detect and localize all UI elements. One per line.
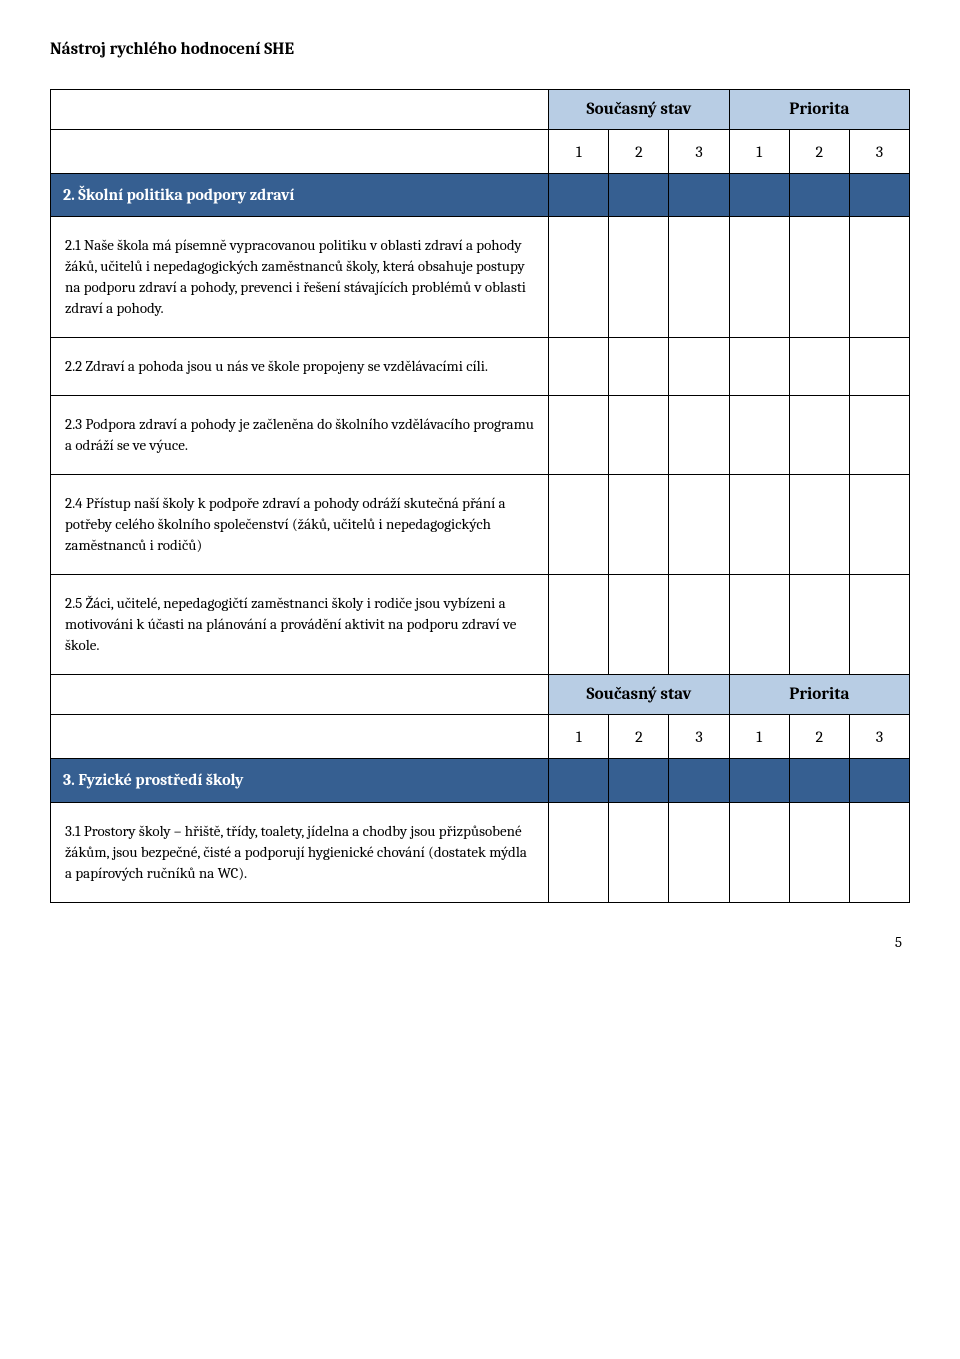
rating-cell[interactable] xyxy=(789,396,849,475)
rating-cell[interactable] xyxy=(729,802,789,902)
section-cell xyxy=(609,759,669,802)
rating-cell[interactable] xyxy=(609,338,669,396)
rating-cell[interactable] xyxy=(609,217,669,338)
rating-cell[interactable] xyxy=(549,475,609,575)
rating-cell[interactable] xyxy=(609,475,669,575)
item-text: 2.3 Podpora zdraví a pohody je začleněna… xyxy=(51,396,549,475)
col-num: 2 xyxy=(789,715,849,759)
rating-cell[interactable] xyxy=(729,575,789,675)
rating-cell[interactable] xyxy=(729,338,789,396)
rating-cell[interactable] xyxy=(789,575,849,675)
rating-cell[interactable] xyxy=(669,802,729,902)
rating-cell[interactable] xyxy=(849,575,909,675)
col-group-priority: Priorita xyxy=(729,675,909,715)
rating-cell[interactable] xyxy=(849,396,909,475)
empty-cell xyxy=(51,715,549,759)
rating-cell[interactable] xyxy=(729,475,789,575)
col-num: 1 xyxy=(729,130,789,174)
rating-cell[interactable] xyxy=(789,338,849,396)
section-cell xyxy=(549,759,609,802)
empty-corner xyxy=(51,675,549,715)
page-number: 5 xyxy=(50,933,910,951)
col-num: 3 xyxy=(849,715,909,759)
rating-cell[interactable] xyxy=(549,217,609,338)
section-cell xyxy=(669,174,729,217)
rating-cell[interactable] xyxy=(789,217,849,338)
rating-cell[interactable] xyxy=(549,338,609,396)
rating-cell[interactable] xyxy=(849,338,909,396)
section-title: 2. Školní politika podpory zdraví xyxy=(51,174,549,217)
col-num: 3 xyxy=(669,130,729,174)
col-num: 2 xyxy=(609,715,669,759)
section-cell xyxy=(849,174,909,217)
rating-cell[interactable] xyxy=(549,802,609,902)
item-text: 3.1 Prostory školy – hřiště, třídy, toal… xyxy=(51,802,549,902)
rating-cell[interactable] xyxy=(849,217,909,338)
section-cell xyxy=(789,174,849,217)
rating-cell[interactable] xyxy=(729,217,789,338)
empty-cell xyxy=(51,130,549,174)
rating-cell[interactable] xyxy=(849,475,909,575)
col-num: 1 xyxy=(729,715,789,759)
section-cell xyxy=(609,174,669,217)
item-text: 2.4 Přístup naší školy k podpoře zdraví … xyxy=(51,475,549,575)
rating-cell[interactable] xyxy=(549,575,609,675)
col-group-status: Současný stav xyxy=(549,90,729,130)
rating-cell[interactable] xyxy=(729,396,789,475)
col-num: 2 xyxy=(789,130,849,174)
col-num: 2 xyxy=(609,130,669,174)
item-text: 2.1 Naše škola má písemně vypracovanou p… xyxy=(51,217,549,338)
assessment-table-1: Současný stav Priorita 1 2 3 1 2 3 2. Šk… xyxy=(50,89,910,903)
document-title: Nástroj rychlého hodnocení SHE xyxy=(50,40,910,59)
item-text: 2.5 Žáci, učitelé, nepedagogičtí zaměstn… xyxy=(51,575,549,675)
section-title: 3. Fyzické prostředí školy xyxy=(51,759,549,802)
section-cell xyxy=(789,759,849,802)
col-num: 3 xyxy=(669,715,729,759)
rating-cell[interactable] xyxy=(669,338,729,396)
col-group-priority: Priorita xyxy=(729,90,909,130)
rating-cell[interactable] xyxy=(789,802,849,902)
rating-cell[interactable] xyxy=(789,475,849,575)
rating-cell[interactable] xyxy=(549,396,609,475)
rating-cell[interactable] xyxy=(849,802,909,902)
rating-cell[interactable] xyxy=(669,575,729,675)
col-num: 3 xyxy=(849,130,909,174)
col-group-status: Současný stav xyxy=(549,675,729,715)
rating-cell[interactable] xyxy=(609,802,669,902)
rating-cell[interactable] xyxy=(669,396,729,475)
rating-cell[interactable] xyxy=(669,475,729,575)
section-cell xyxy=(729,174,789,217)
section-cell xyxy=(669,759,729,802)
item-text: 2.2 Zdraví a pohoda jsou u nás ve škole … xyxy=(51,338,549,396)
section-cell xyxy=(729,759,789,802)
section-cell xyxy=(849,759,909,802)
empty-corner xyxy=(51,90,549,130)
col-num: 1 xyxy=(549,715,609,759)
section-cell xyxy=(549,174,609,217)
rating-cell[interactable] xyxy=(609,575,669,675)
rating-cell[interactable] xyxy=(609,396,669,475)
col-num: 1 xyxy=(549,130,609,174)
rating-cell[interactable] xyxy=(669,217,729,338)
